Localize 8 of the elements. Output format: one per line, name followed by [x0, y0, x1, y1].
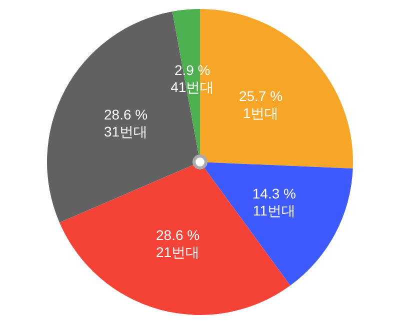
data-label: 28.6 %	[104, 106, 148, 122]
data-label: 28.6 %	[156, 227, 200, 244]
data-label: 14.3 %	[252, 186, 296, 202]
data-label: 25.7 %	[238, 88, 283, 104]
slice-label: 21번대	[156, 244, 200, 260]
slice-label: 31번대	[104, 123, 148, 140]
slice-label: 1번대	[242, 104, 279, 121]
slice-label: 11번대	[252, 202, 296, 219]
